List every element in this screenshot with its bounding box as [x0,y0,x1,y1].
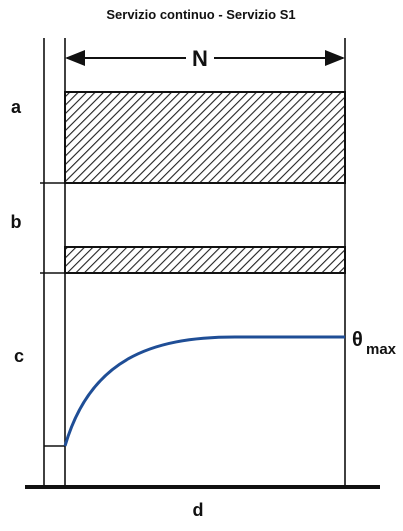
label-bg [186,46,214,70]
axis-label: d [193,500,204,520]
load-block [64,91,346,184]
title: Servizio continuo - Servizio S1 [106,7,295,22]
row-label: b [11,212,22,232]
loss-block [64,246,346,274]
theta-label: θ [352,329,363,351]
duration-label: N [192,46,208,71]
temperature-curve [63,335,345,447]
theta-subscript: max [366,341,397,358]
row-label: c [14,346,24,366]
row-label: a [11,97,22,117]
